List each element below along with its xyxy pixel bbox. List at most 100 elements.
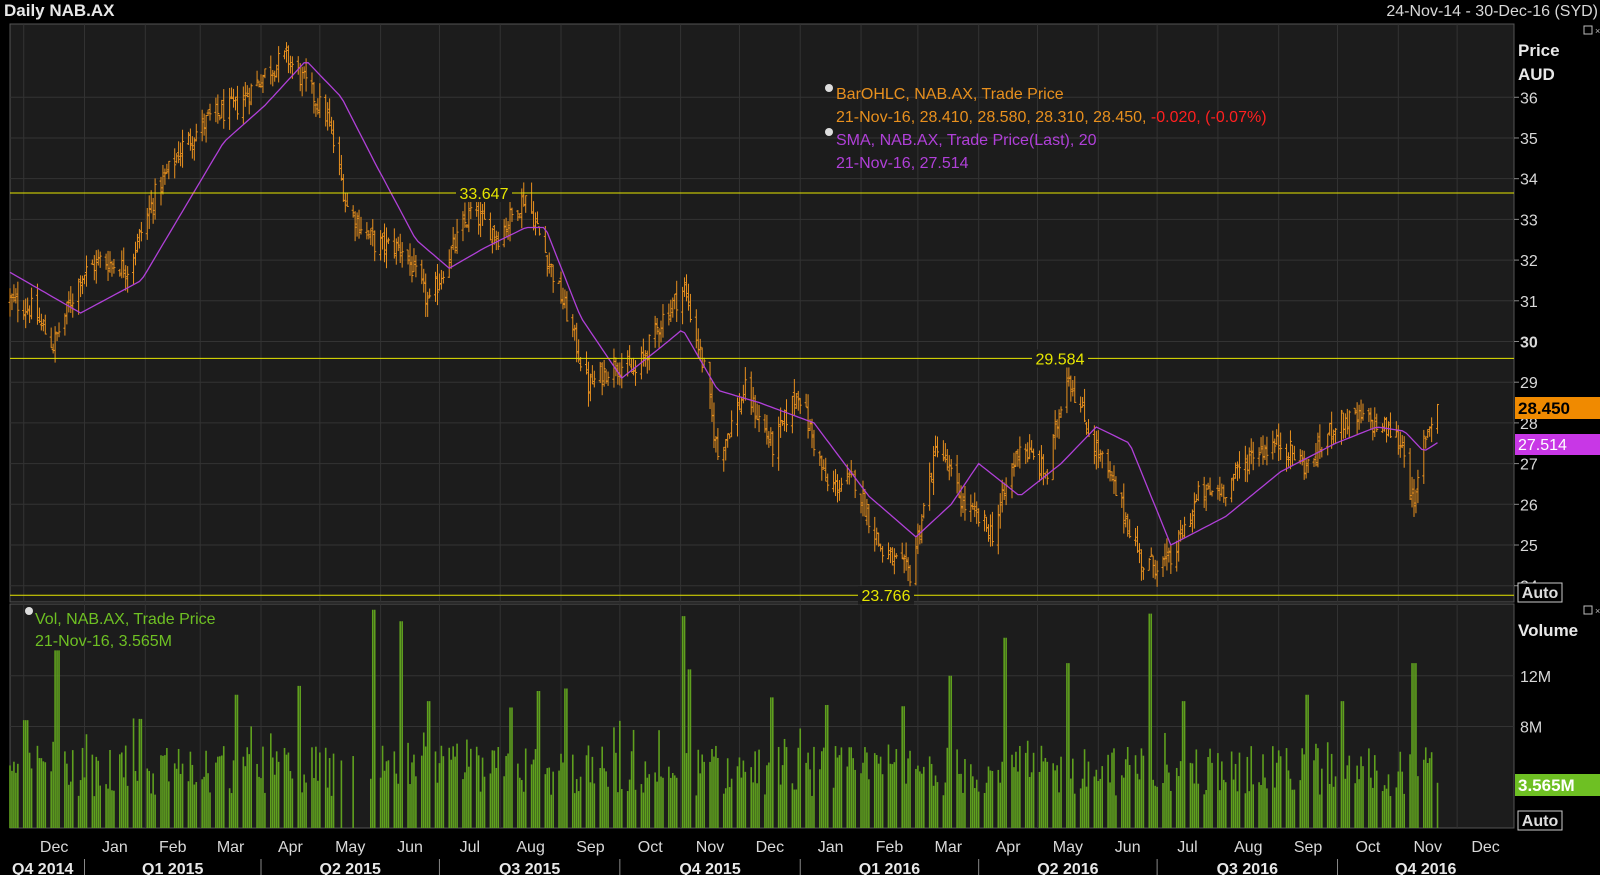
horizontal-line-label-bg (1032, 349, 1088, 368)
close-icon[interactable]: × (1595, 606, 1600, 616)
ohlc-bar (467, 198, 471, 233)
ohlc-bar (724, 438, 728, 461)
ohlc-bar (1318, 424, 1322, 459)
volume-auto-button[interactable] (1517, 810, 1563, 831)
ohlc-bar (771, 431, 775, 467)
ohlc-bar (1224, 497, 1228, 507)
ohlc-bar (588, 373, 592, 402)
ohlc-bar (986, 524, 990, 542)
ohlc-bar (186, 131, 190, 146)
ohlc-bar (247, 87, 251, 115)
ohlc-bar (1388, 412, 1392, 439)
quarter-label: Q2 2016 (1037, 861, 1098, 875)
ohlc-bar (1204, 484, 1208, 511)
ohlc-bar (1120, 492, 1124, 508)
x-tick-label: Nov (1413, 839, 1441, 856)
price-panel-controls[interactable]: × (1583, 25, 1600, 36)
ohlc-bar (410, 256, 414, 283)
ohlc-bar (798, 397, 802, 414)
ohlc-bar (794, 393, 798, 409)
ohlc-bar (30, 287, 34, 320)
ohlc-bar (406, 249, 410, 265)
ohlc-bar (641, 338, 645, 367)
ohlc-bar (371, 219, 375, 247)
ohlc-bar (585, 351, 589, 375)
ohlc-bar (1247, 447, 1251, 475)
quarter-label: Q3 2015 (499, 861, 560, 875)
ohlc-bar (779, 407, 783, 438)
ohlc-bar (516, 210, 520, 221)
ohlc-bar (547, 252, 551, 274)
ohlc-bar (886, 542, 890, 560)
ohlc-bar (894, 553, 898, 559)
ohlc-bar (37, 307, 41, 324)
price-auto-label[interactable]: Auto (1522, 585, 1559, 602)
ohlc-bar (735, 397, 739, 437)
volume-panel-controls[interactable]: × (1583, 605, 1600, 616)
ohlc-bar (43, 314, 47, 335)
axis-labels: Dec Jan Feb Mar Apr May Jun Jul Aug Sep Oct Nov Dec J… (12, 90, 1551, 875)
ohlc-bar (983, 510, 987, 532)
ohlc-bar (1188, 513, 1192, 527)
y-tick-label: 25 (1520, 538, 1538, 555)
ohlc-bar (110, 260, 114, 277)
close-icon[interactable]: × (1595, 26, 1600, 36)
x-tick-label: Mar (217, 839, 245, 856)
ohlc-bar (1300, 450, 1304, 466)
last-price-tag-text: 28.450 (1518, 399, 1570, 418)
ohlc-bar (1436, 403, 1440, 434)
ohlc-bar (426, 291, 430, 317)
ohlc-bar (288, 55, 292, 74)
ohlc-bar (35, 283, 39, 325)
ohlc-bar (592, 370, 596, 388)
ohlc-bar (435, 263, 439, 306)
x-tick-label: Jun (397, 839, 423, 856)
ohlc-bar (1114, 476, 1118, 496)
ohlc-bar (1334, 428, 1338, 444)
ohlc-bar (1147, 557, 1151, 571)
ohlc-bar (394, 238, 398, 265)
ohlc-bar (698, 338, 702, 361)
volume-auto-label[interactable]: Auto (1522, 813, 1559, 830)
ohlc-bar (1237, 451, 1241, 479)
ohlc-bar (261, 74, 265, 93)
ohlc-bar (135, 233, 139, 253)
ohlc-bar (1122, 483, 1126, 534)
ohlc-bar (106, 250, 110, 281)
ohlc-bar (98, 251, 102, 268)
ohlc-bar (1279, 432, 1283, 461)
ohlc-bar (222, 89, 226, 129)
ohlc-bar (835, 474, 839, 503)
ohlc-bar (118, 268, 122, 277)
x-tick-label: Jul (1177, 839, 1197, 856)
ohlc-bar (463, 202, 467, 228)
ohlc-bar (139, 221, 143, 242)
ohlc-bar (714, 436, 718, 453)
ohlc-bar (314, 102, 318, 117)
ohlc-bar (1275, 429, 1279, 446)
ohlc-bar (384, 227, 388, 269)
ohlc-bar (494, 230, 498, 251)
ohlc-bar (504, 217, 508, 237)
ohlc-bar (479, 200, 483, 238)
ohlc-bar (1371, 419, 1375, 441)
ohlc-bar (1206, 482, 1210, 490)
ohlc-bar (1085, 422, 1089, 435)
ohlc-bar (228, 87, 232, 130)
ohlc-bar (1086, 419, 1090, 437)
ohlc-bar (326, 102, 330, 131)
ohlc-bar (263, 68, 267, 79)
ohlc-bar (204, 114, 208, 143)
ohlc-bar (822, 459, 826, 470)
ohlc-bar (1265, 436, 1269, 466)
ohlc-bar (1169, 545, 1173, 574)
ohlc-bar (330, 116, 334, 134)
ohlc-bar (930, 472, 934, 483)
ohlc-bar (81, 275, 85, 295)
ohlc-bar (990, 511, 994, 547)
ohlc-bar (1081, 397, 1085, 408)
price-auto-button[interactable] (1517, 582, 1563, 603)
y-tick-label: 27 (1520, 457, 1538, 474)
ohlc-bar (1414, 489, 1418, 514)
ohlc-bar (875, 527, 879, 546)
